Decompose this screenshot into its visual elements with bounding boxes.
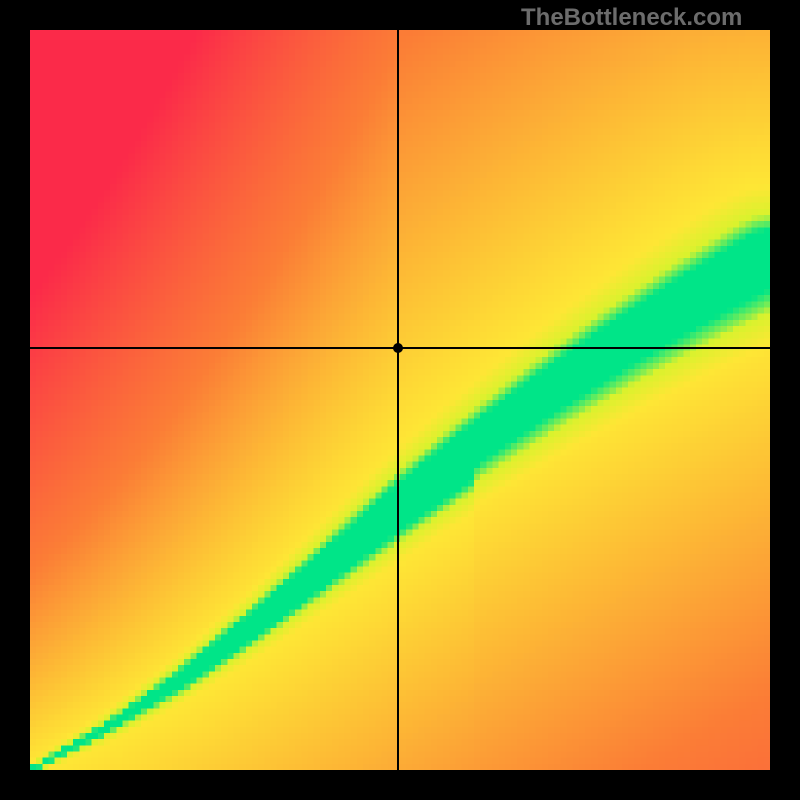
attribution-text: TheBottleneck.com	[521, 4, 742, 32]
crosshair-marker	[393, 343, 403, 353]
heatmap-canvas	[30, 30, 770, 770]
crosshair-vertical	[397, 30, 399, 770]
plot-area	[30, 30, 770, 770]
